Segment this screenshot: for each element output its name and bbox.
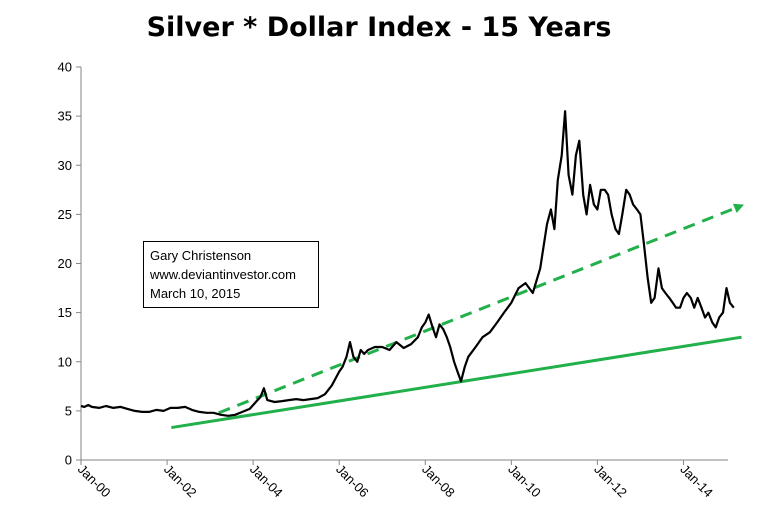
annotation-box: Gary Christenson www.deviantinvestor.com…	[143, 241, 319, 308]
y-tick-label: 0	[65, 453, 72, 468]
x-tick-label: Jan-08	[419, 462, 458, 501]
x-tick-label: Jan-00	[75, 462, 114, 501]
y-tick-label: 25	[58, 207, 72, 222]
y-tick-label: 20	[58, 256, 72, 271]
x-tick-label: Jan-04	[247, 462, 286, 501]
y-tick-label: 10	[58, 354, 72, 369]
x-tick-label: Jan-02	[161, 462, 200, 501]
chart-title: Silver * Dollar Index - 15 Years	[146, 12, 612, 43]
x-tick-label: Jan-14	[677, 462, 716, 501]
y-tick-label: 30	[58, 158, 72, 173]
annotation-date: March 10, 2015	[150, 286, 241, 301]
annotation-website: www.deviantinvestor.com	[150, 267, 296, 282]
support-trend-line	[171, 335, 742, 430]
annotation-author: Gary Christenson	[150, 248, 252, 263]
y-tick-label: 35	[58, 109, 72, 124]
y-tick-label: 15	[58, 305, 72, 320]
x-tick-label: Jan-06	[333, 462, 372, 501]
x-tick-label: Jan-10	[505, 462, 544, 501]
dashed-trend-arrow	[218, 203, 745, 415]
y-tick-label: 40	[58, 60, 72, 75]
series-line	[80, 110, 735, 417]
y-tick-label: 5	[65, 403, 72, 418]
x-tick-label: Jan-12	[591, 462, 630, 501]
